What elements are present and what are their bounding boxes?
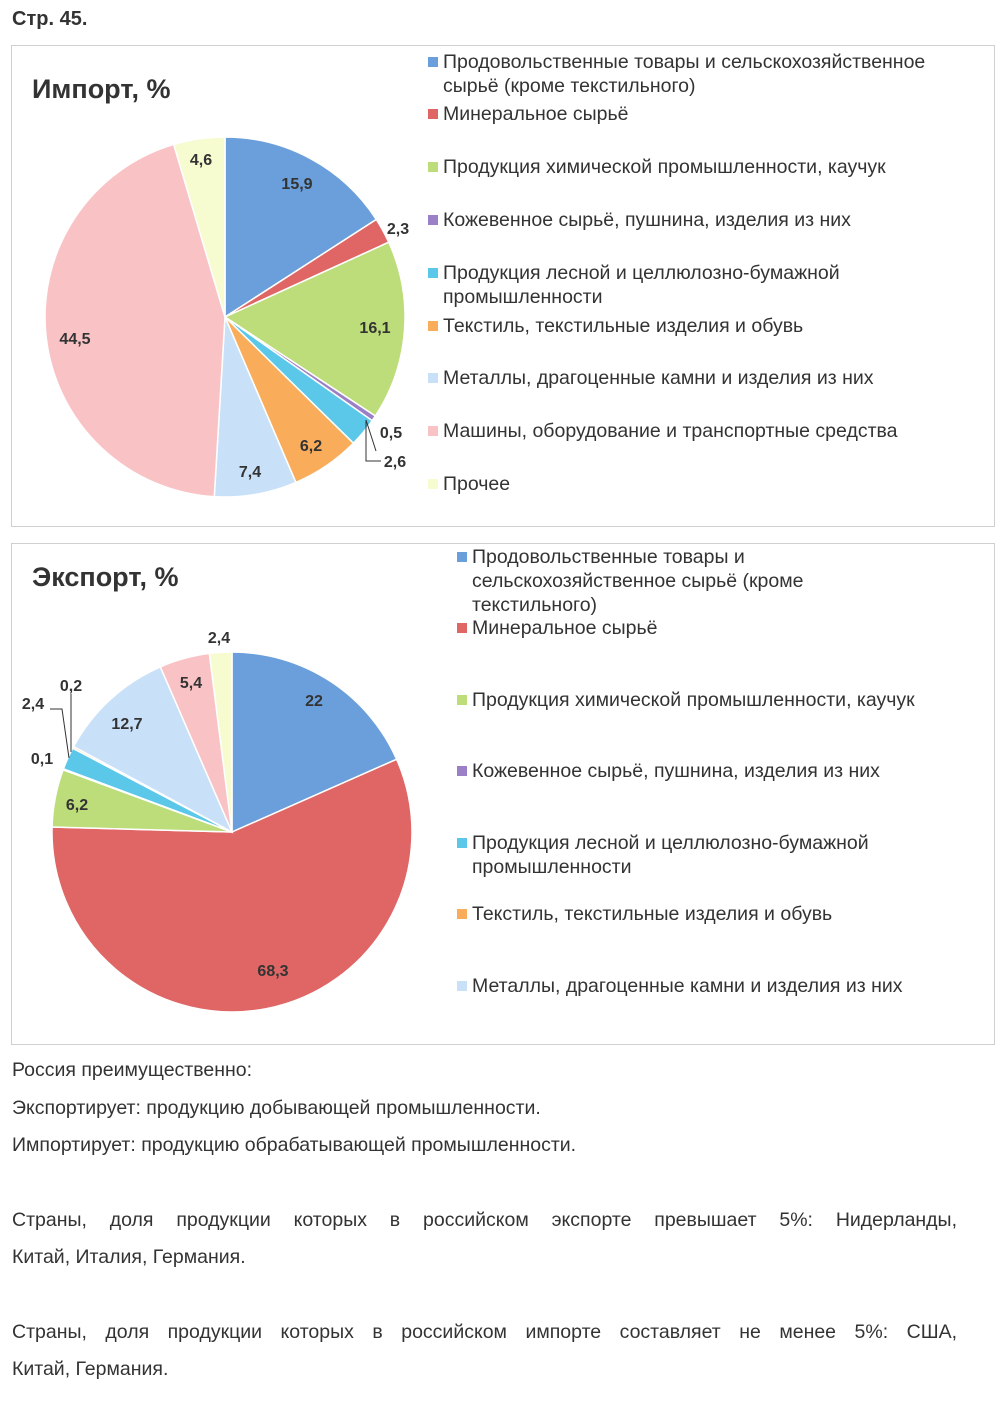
legend-label: Продукция химической промышленности, кау… [443, 156, 886, 178]
export-legend-item: Минеральное сырьё [457, 616, 852, 640]
page-number: Стр. 45. [12, 8, 88, 30]
import-legend-item: Прочее [428, 472, 983, 496]
legend-label: Продукция химической промышленности, кау… [472, 689, 915, 711]
export-slice-0 [231, 651, 398, 834]
legend-swatch [428, 109, 438, 119]
export-chart-panel [11, 543, 995, 1045]
export-slice-8 [208, 651, 233, 833]
legend-label: Кожевенное сырьё, пушнина, изделия из ни… [443, 209, 851, 231]
export-legend-item: Продукция лесной и целлюлозно-бумажной п… [457, 831, 932, 879]
import-chart-title: Импорт, % [32, 74, 171, 104]
export-legend-item: Продовольственные товары и сельскохозяйс… [457, 545, 832, 617]
import-legend-item: Кожевенное сырьё, пушнина, изделия из ни… [428, 208, 983, 232]
export-data-label: 68,3 [257, 963, 288, 980]
export-data-label: 5,4 [180, 675, 202, 692]
legend-label: Минеральное сырьё [472, 617, 658, 639]
legend-swatch [428, 268, 438, 278]
import-data-label: 44,5 [59, 331, 90, 348]
export-data-label: 2,4 [22, 696, 44, 713]
legend-label: Кожевенное сырьё, пушнина, изделия из ни… [472, 760, 880, 782]
legend-swatch [428, 321, 438, 331]
import-slice-0 [224, 136, 378, 319]
export-summary: Экспортирует: продукцию добывающей промы… [12, 1097, 541, 1119]
export-slice-1 [51, 758, 413, 1013]
legend-swatch [457, 981, 467, 991]
export-chart-title: Экспорт, % [32, 562, 179, 592]
pie-charts: 15,9 2,3 16,1 0,5 2,6 6,2 7,4 44,5 4,6 22 68,3 6,2 0… [22, 136, 413, 1013]
legend-swatch [428, 373, 438, 383]
export-legend-item: Текстиль, текстильные изделия и обувь [457, 902, 972, 926]
import-legend-item: Продовольственные товары и сельскохозяйс… [428, 50, 983, 98]
legend-swatch [457, 695, 467, 705]
export-legend-item: Продукция химической промышленности, кау… [457, 688, 972, 712]
summary-heading: Россия преимущественно: [12, 1059, 253, 1081]
import-chart-panel [11, 45, 995, 527]
import-slice-2 [223, 241, 406, 418]
import-legend-item: Машины, оборудование и транспортные сред… [428, 419, 983, 443]
import-slice-7 [44, 143, 226, 498]
legend-swatch [457, 909, 467, 919]
export-data-label: 22 [305, 693, 323, 710]
import-data-label: 0,5 [380, 425, 402, 442]
import-summary: Импортирует: продукцию обрабатывающей пр… [12, 1134, 577, 1156]
legend-label: Продукция лесной и целлюлозно-бумажной п… [443, 262, 840, 308]
legend-swatch [457, 766, 467, 776]
legend-label: Текстиль, текстильные изделия и обувь [472, 903, 833, 925]
legend-label: Продукция лесной и целлюлозно-бумажной п… [472, 832, 869, 878]
legend-label: Текстиль, текстильные изделия и обувь [443, 315, 804, 337]
import-data-label: 6,2 [300, 438, 322, 455]
import-countries-line2: Китай, Германия. [12, 1358, 169, 1380]
legend-label: Прочее [443, 473, 511, 495]
import-data-label: 2,3 [387, 221, 409, 238]
legend-label: Минеральное сырьё [443, 103, 629, 125]
legend-swatch [428, 215, 438, 225]
legend-swatch [457, 838, 467, 848]
legend-label: Машины, оборудование и транспортные сред… [443, 420, 898, 442]
import-slice-8 [172, 136, 226, 318]
leader-line [50, 708, 70, 759]
import-data-label: 16,1 [359, 320, 390, 337]
import-legend-item: Продукция лесной и целлюлозно-бумажной п… [428, 261, 893, 309]
export-data-label: 0,1 [31, 751, 53, 768]
legend-label: Продовольственные товары и сельскохозяйс… [443, 51, 926, 97]
import-data-label: 4,6 [190, 152, 212, 169]
export-data-label: 6,2 [66, 797, 88, 814]
legend-swatch [457, 623, 467, 633]
export-data-label: 12,7 [111, 716, 142, 733]
export-countries-line1: Страны, доля продукции которых в российс… [12, 1209, 957, 1231]
import-data-label: 15,9 [281, 176, 312, 193]
legend-swatch [428, 162, 438, 172]
import-legend-item: Минеральное сырьё [428, 102, 983, 126]
legend-swatch [428, 57, 438, 67]
leader-line [365, 419, 381, 462]
import-data-label: 2,6 [384, 454, 406, 471]
legend-label: Металлы, драгоценные камни и изделия из … [472, 975, 903, 997]
export-countries-line2: Китай, Италия, Германия. [12, 1246, 246, 1268]
import-legend-item: Продукция химической промышленности, кау… [428, 155, 983, 179]
import-legend-item: Текстиль, текстильные изделия и обувь [428, 314, 983, 338]
export-legend-item: Металлы, драгоценные камни и изделия из … [457, 974, 972, 998]
export-data-label: 2,4 [208, 630, 230, 647]
legend-swatch [428, 479, 438, 489]
legend-swatch [457, 552, 467, 562]
export-slice-6 [72, 665, 234, 834]
legend-label: Продовольственные товары и сельскохозяйс… [472, 546, 804, 616]
export-legend-item: Кожевенное сырьё, пушнина, изделия из ни… [457, 759, 972, 783]
legend-swatch [428, 426, 438, 436]
import-countries-line1: Страны, доля продукции которых в российс… [12, 1321, 957, 1343]
legend-label: Металлы, драгоценные камни и изделия из … [443, 367, 874, 389]
import-data-label: 7,4 [239, 464, 261, 481]
export-data-label: 0,2 [60, 678, 82, 695]
import-legend-item: Металлы, драгоценные камни и изделия из … [428, 366, 983, 390]
